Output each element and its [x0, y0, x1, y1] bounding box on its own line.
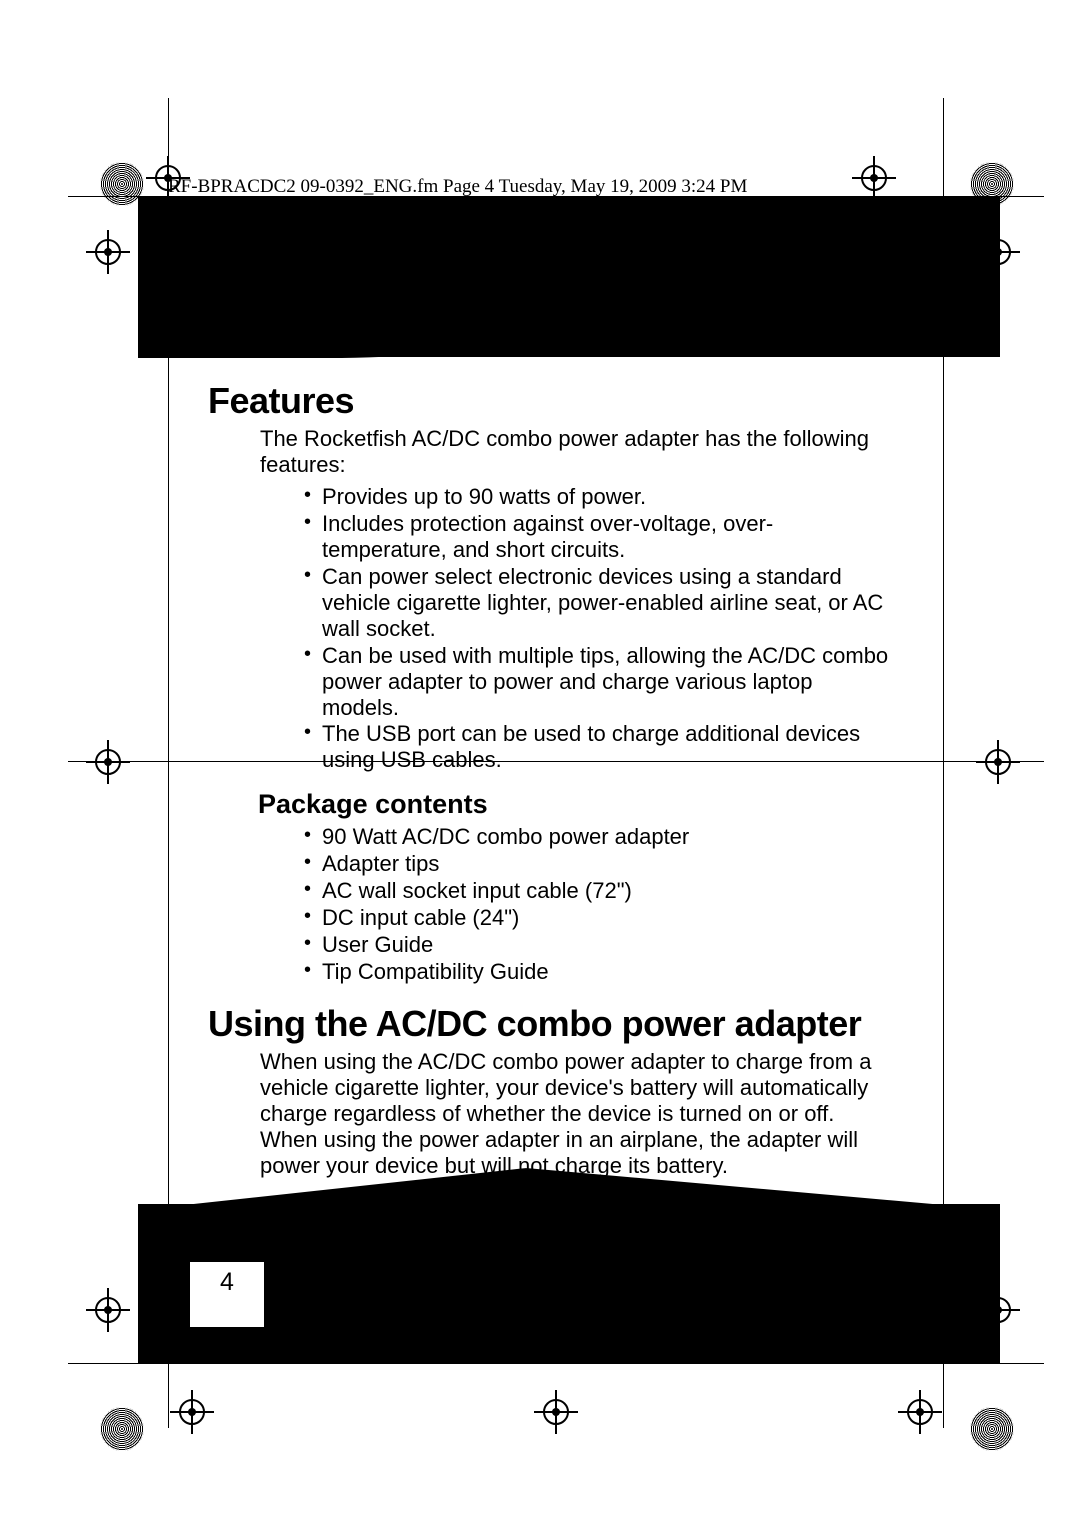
list-item: Tip Compatibility Guide	[304, 959, 892, 985]
page-number: 4	[190, 1262, 264, 1327]
section-title-package: Package contents	[258, 789, 892, 820]
crosshair-icon	[86, 740, 130, 784]
crosshair-icon	[86, 1288, 130, 1332]
package-list: 90 Watt AC/DC combo power adapterAdapter…	[304, 824, 892, 985]
registration-corner-icon	[970, 1407, 1014, 1451]
list-item: Adapter tips	[304, 851, 892, 877]
registration-corner-icon	[100, 1407, 144, 1451]
using-paragraph: When using the AC/DC combo power adapter…	[260, 1049, 892, 1179]
crosshair-icon	[898, 1390, 942, 1434]
list-item: Includes protection against over-voltage…	[304, 511, 892, 563]
crosshair-icon	[976, 740, 1020, 784]
list-item: The USB port can be used to charge addit…	[304, 721, 892, 773]
list-item: AC wall socket input cable (72")	[304, 878, 892, 904]
list-item: DC input cable (24")	[304, 905, 892, 931]
list-item: 90 Watt AC/DC combo power adapter	[304, 824, 892, 850]
list-item: Can power select electronic devices usin…	[304, 564, 892, 642]
list-item: Provides up to 90 watts of power.	[304, 484, 892, 510]
list-item: User Guide	[304, 932, 892, 958]
list-item: Can be used with multiple tips, allowing…	[304, 643, 892, 721]
footer-band	[138, 1204, 1000, 1364]
crosshair-icon	[534, 1390, 578, 1434]
features-list: Provides up to 90 watts of power.Include…	[304, 484, 892, 773]
crosshair-icon	[86, 230, 130, 274]
section-title-using: Using the AC/DC combo power adapter	[208, 1003, 892, 1045]
crosshair-icon	[170, 1390, 214, 1434]
header-band	[138, 197, 1000, 357]
section-title-features: Features	[208, 380, 892, 422]
page-content: Features The Rocketfish AC/DC combo powe…	[208, 380, 892, 1179]
features-intro: The Rocketfish AC/DC combo power adapter…	[260, 426, 892, 478]
